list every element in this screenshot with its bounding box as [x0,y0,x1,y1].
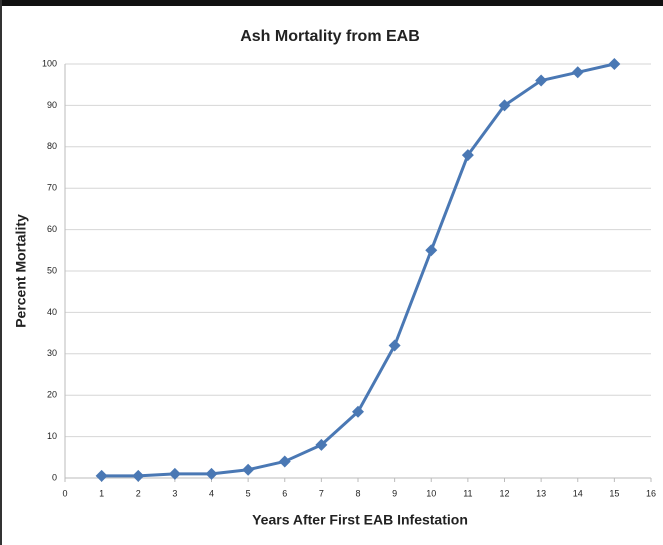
data-point [535,74,548,87]
y-tick-label: 50 [47,265,57,275]
x-tick-label: 15 [609,488,619,498]
x-tick-label: 14 [573,488,583,498]
y-tick-label: 70 [47,183,57,193]
data-point [168,467,181,480]
data-point [205,467,218,480]
data-point [608,58,621,70]
x-tick-label: 16 [646,488,656,498]
y-tick-label: 40 [47,307,57,317]
y-tick-label: 90 [47,100,57,110]
x-tick-label: 0 [62,488,67,498]
x-tick-label: 12 [499,488,509,498]
data-point [425,244,438,257]
data-point [498,99,511,112]
data-point [315,438,328,451]
x-tick-label: 2 [136,488,141,498]
y-tick-label: 20 [47,390,57,400]
y-tick-label: 10 [47,431,57,441]
data-point [95,469,108,482]
x-tick-label: 3 [172,488,177,498]
x-tick-label: 10 [426,488,436,498]
x-tick-label: 1 [99,488,104,498]
y-tick-label: 100 [42,58,57,68]
x-tick-label: 6 [282,488,287,498]
x-tick-label: 9 [392,488,397,498]
y-tick-label: 0 [52,472,57,482]
data-point [132,469,145,482]
y-axis-label: Percent Mortality [13,214,29,328]
data-point [278,455,291,468]
x-axis-label: Years After First EAB Infestation [252,512,468,528]
x-tick-label: 11 [463,488,472,498]
y-tick-label: 80 [47,141,57,151]
x-tick-label: 8 [355,488,360,498]
x-tick-label: 7 [319,488,324,498]
data-point [242,463,255,476]
data-point [461,149,474,162]
data-point [571,66,584,79]
x-tick-label: 13 [536,488,546,498]
x-tick-label: 4 [209,488,214,498]
data-point [388,339,401,352]
x-tick-label: 5 [246,488,251,498]
chart-title: Ash Mortality from EAB [240,28,420,45]
y-tick-label: 30 [47,348,57,358]
data-point [352,405,364,418]
y-tick-label: 60 [47,224,57,234]
